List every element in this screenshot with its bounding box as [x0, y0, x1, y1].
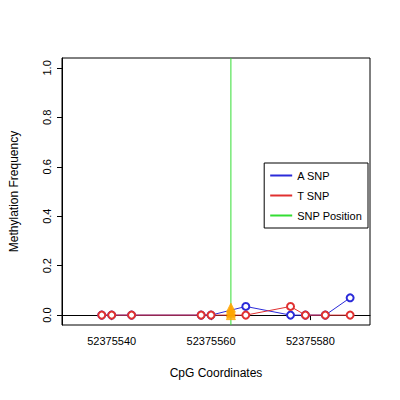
svg-text:SNP Position: SNP Position: [297, 210, 362, 222]
svg-text:A SNP: A SNP: [297, 170, 329, 182]
svg-text:0.6: 0.6: [41, 159, 53, 174]
svg-text:0.0: 0.0: [41, 307, 53, 322]
svg-text:0.4: 0.4: [41, 209, 53, 224]
svg-text:Methylation Frequency: Methylation Frequency: [7, 131, 21, 252]
svg-text:52375540: 52375540: [87, 335, 136, 347]
svg-text:CpG Coordinates: CpG Coordinates: [170, 366, 263, 380]
svg-text:T SNP: T SNP: [297, 190, 329, 202]
svg-text:52375580: 52375580: [286, 335, 335, 347]
svg-text:52375560: 52375560: [187, 335, 236, 347]
svg-text:1.0: 1.0: [41, 60, 53, 75]
svg-text:0.2: 0.2: [41, 258, 53, 273]
svg-text:0.8: 0.8: [41, 110, 53, 125]
